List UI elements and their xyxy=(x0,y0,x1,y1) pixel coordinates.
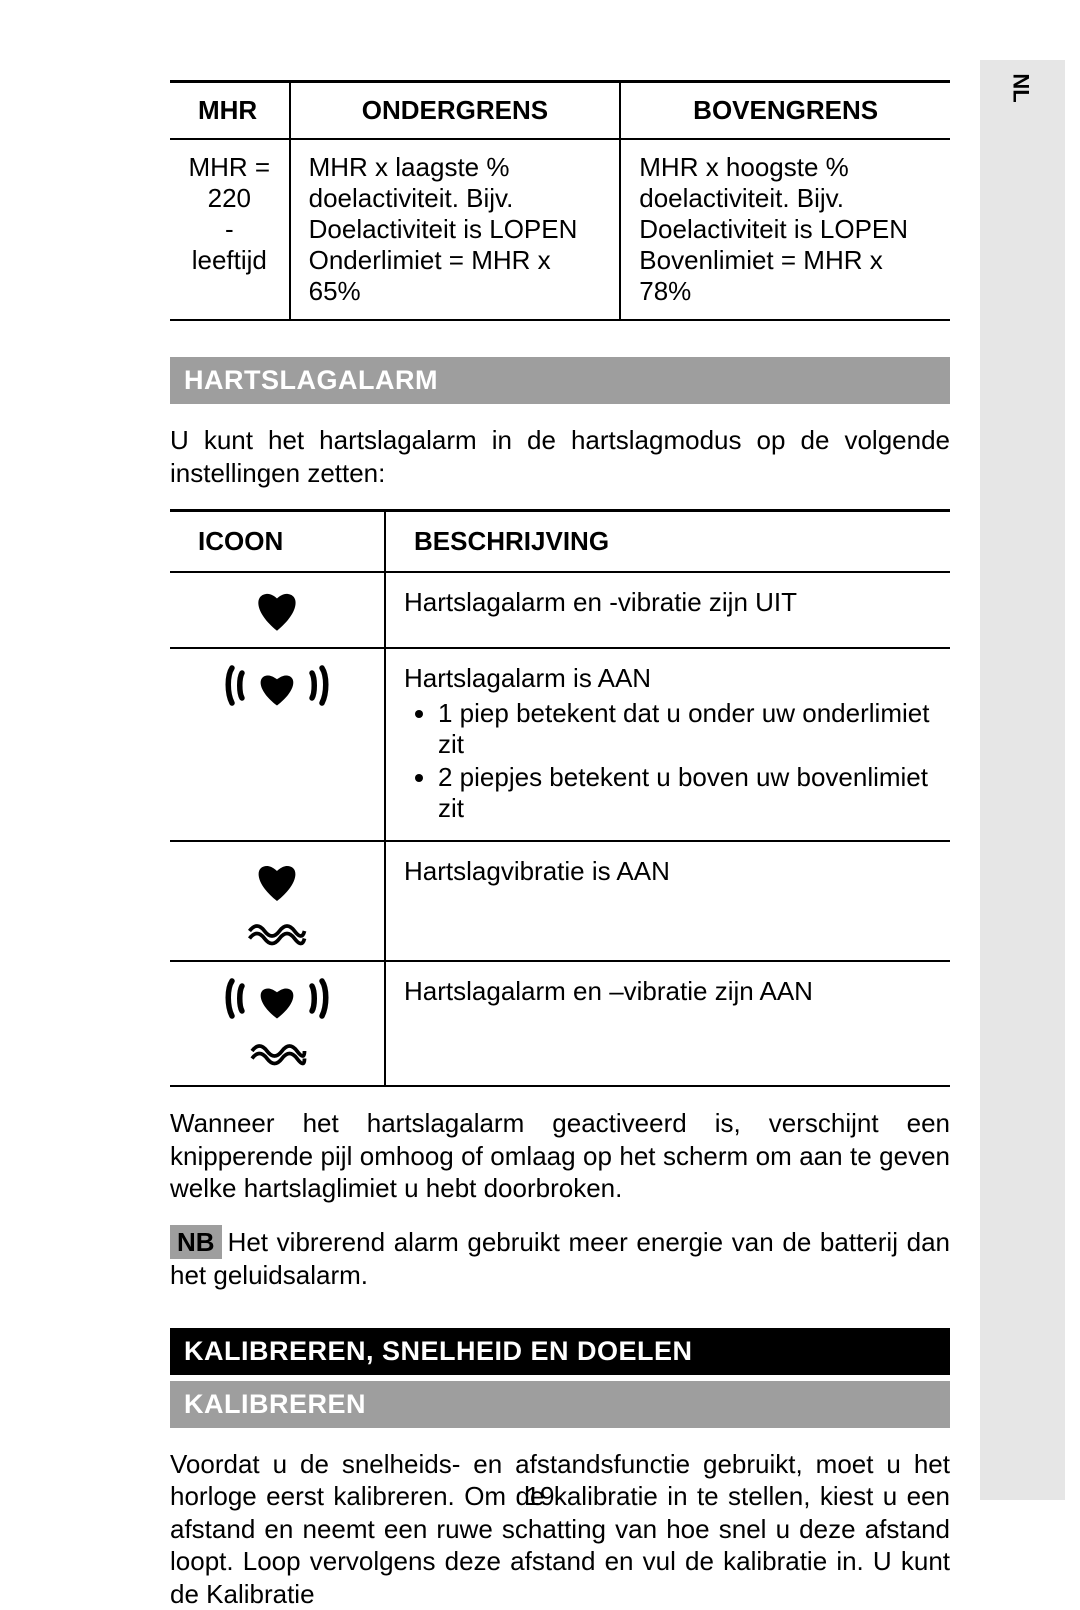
alarm-aan-bullet2: 2 piepjes betekent u boven uw bovenlimie… xyxy=(438,762,932,824)
section-hartslagalarm-title: HARTSLAGALARM xyxy=(170,357,950,404)
hartslagalarm-nb: NBHet vibrerend alarm gebruikt meer ener… xyxy=(170,1225,950,1292)
page-number: 19 xyxy=(0,1481,1080,1512)
language-tag: NL xyxy=(1007,73,1033,102)
hartslagalarm-post1: Wanneer het hartslagalarm geactiveerd is… xyxy=(170,1107,950,1205)
col-beschrijving: BESCHRIJVING xyxy=(385,511,950,573)
kalibreren-body: Voordat u de snelheids- en afstandsfunct… xyxy=(170,1448,950,1610)
icon-heart-alarm xyxy=(170,648,385,841)
right-margin-strip xyxy=(980,60,1065,1500)
alarm-aan-main: Hartslagalarm is AAN xyxy=(404,663,651,693)
desc-vibratie-aan: Hartslagvibratie is AAN xyxy=(385,841,950,961)
table-row: Hartslagalarm is AAN 1 piep betekent dat… xyxy=(170,648,950,841)
section-kalibreren-sub-title: KALIBREREN xyxy=(170,1381,950,1428)
col-mhr: MHR xyxy=(170,82,290,140)
alarm-aan-bullet1: 1 piep betekent dat u onder uw onderlimi… xyxy=(438,698,932,760)
page-content: MHR ONDERGRENS BOVENGRENS MHR = 220 - le… xyxy=(170,80,950,1610)
cell-bovengrens: MHR x hoogste % doelactiviteit. Bijv. Do… xyxy=(620,139,950,320)
col-icoon: ICOON xyxy=(170,511,385,573)
heart-alarm-icon xyxy=(222,663,332,713)
heart-icon xyxy=(247,587,307,633)
cell-mhr: MHR = 220 - leeftijd xyxy=(170,139,290,320)
nb-tag: NB xyxy=(170,1225,222,1260)
table-row: MHR = 220 - leeftijd MHR x laagste % doe… xyxy=(170,139,950,320)
table-row: Hartslagalarm en –vibratie zijn AAN xyxy=(170,961,950,1086)
table-header-row: ICOON BESCHRIJVING xyxy=(170,511,950,573)
col-ondergrens: ONDERGRENS xyxy=(290,82,621,140)
cell-ondergrens: MHR x laagste % doelactiviteit. Bijv. Do… xyxy=(290,139,621,320)
icon-heart-solid xyxy=(170,572,385,648)
mhr-table: MHR ONDERGRENS BOVENGRENS MHR = 220 - le… xyxy=(170,80,950,321)
icon-heart-alarm-vibrate xyxy=(170,961,385,1086)
icon-table: ICOON BESCHRIJVING Hartslagalarm en -vib… xyxy=(170,509,950,1087)
section-kalibreren-main-title: KALIBREREN, SNELHEID EN DOELEN xyxy=(170,1328,950,1375)
heart-alarm-vibrate-icon xyxy=(222,976,332,1071)
icon-heart-vibrate xyxy=(170,841,385,961)
nb-text: Het vibrerend alarm gebruikt meer energi… xyxy=(170,1227,950,1291)
table-header-row: MHR ONDERGRENS BOVENGRENS xyxy=(170,82,950,140)
col-bovengrens: BOVENGRENS xyxy=(620,82,950,140)
desc-alarm-aan: Hartslagalarm is AAN 1 piep betekent dat… xyxy=(385,648,950,841)
table-row: Hartslagalarm en -vibratie zijn UIT xyxy=(170,572,950,648)
heart-vibrate-icon xyxy=(242,856,312,946)
table-row: Hartslagvibratie is AAN xyxy=(170,841,950,961)
desc-alarm-vibratie-uit: Hartslagalarm en -vibratie zijn UIT xyxy=(385,572,950,648)
desc-alarm-vibratie-aan: Hartslagalarm en –vibratie zijn AAN xyxy=(385,961,950,1086)
hartslagalarm-intro: U kunt het hartslagalarm in de hartslagm… xyxy=(170,424,950,489)
